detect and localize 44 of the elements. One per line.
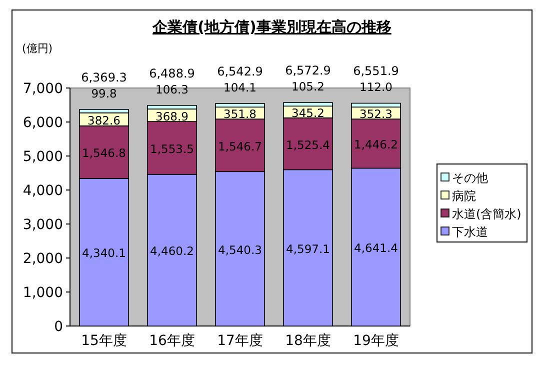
data-label: 382.6 [88,113,120,128]
y-tick-label: 7,000 [22,81,63,97]
legend-label: 下水道 [452,225,488,239]
x-tick-label: 19年度 [353,333,399,349]
data-label: 351.8 [224,107,256,122]
data-label: 4,460.2 [150,244,194,258]
total-label: 6,369.3 [81,70,127,84]
data-label: 345.2 [292,106,324,120]
y-tick-label: 6,000 [22,115,63,131]
data-label: 1,546.7 [218,139,262,154]
data-label: 104.1 [224,80,256,95]
x-tick-label: 17年度 [217,333,263,349]
x-tick-label: 15年度 [81,333,127,349]
total-label: 6,572.9 [285,64,331,78]
data-label: 99.8 [91,86,117,100]
data-label: 4,597.1 [286,242,330,256]
legend-label: その他 [452,171,488,185]
data-label: 4,641.4 [354,241,398,256]
total-label: 6,542.9 [217,64,263,79]
total-label: 6,551.9 [353,64,399,78]
y-tick-label: 5,000 [22,149,63,165]
y-tick-label: 2,000 [22,251,63,267]
data-label: 352.3 [360,107,392,122]
data-label: 368.9 [156,109,188,124]
y-tick-label: 3,000 [22,217,63,233]
chart-title: 企業債(地方債)事業別現在高の推移 [152,18,392,36]
legend-label: 水道(含簡水) [452,207,522,221]
data-label: 1,553.5 [150,142,194,156]
y-axis-title: (億円) [22,42,53,55]
legend-label: 病院 [452,189,476,203]
y-tick-label: 4,000 [22,183,63,199]
data-label: 4,540.3 [218,242,262,257]
data-label: 1,546.8 [82,146,126,160]
data-label: 1,525.4 [286,138,330,152]
y-tick-label: 0 [54,319,63,335]
data-label: 1,446.2 [354,138,398,152]
data-label: 106.3 [156,82,188,96]
y-tick-label: 1,000 [22,285,63,301]
data-label: 4,340.1 [82,246,126,260]
x-tick-label: 16年度 [149,333,195,349]
total-label: 6,488.9 [149,66,195,80]
data-label: 112.0 [360,80,392,94]
data-label: 105.2 [292,80,324,94]
x-tick-label: 18年度 [285,333,331,349]
